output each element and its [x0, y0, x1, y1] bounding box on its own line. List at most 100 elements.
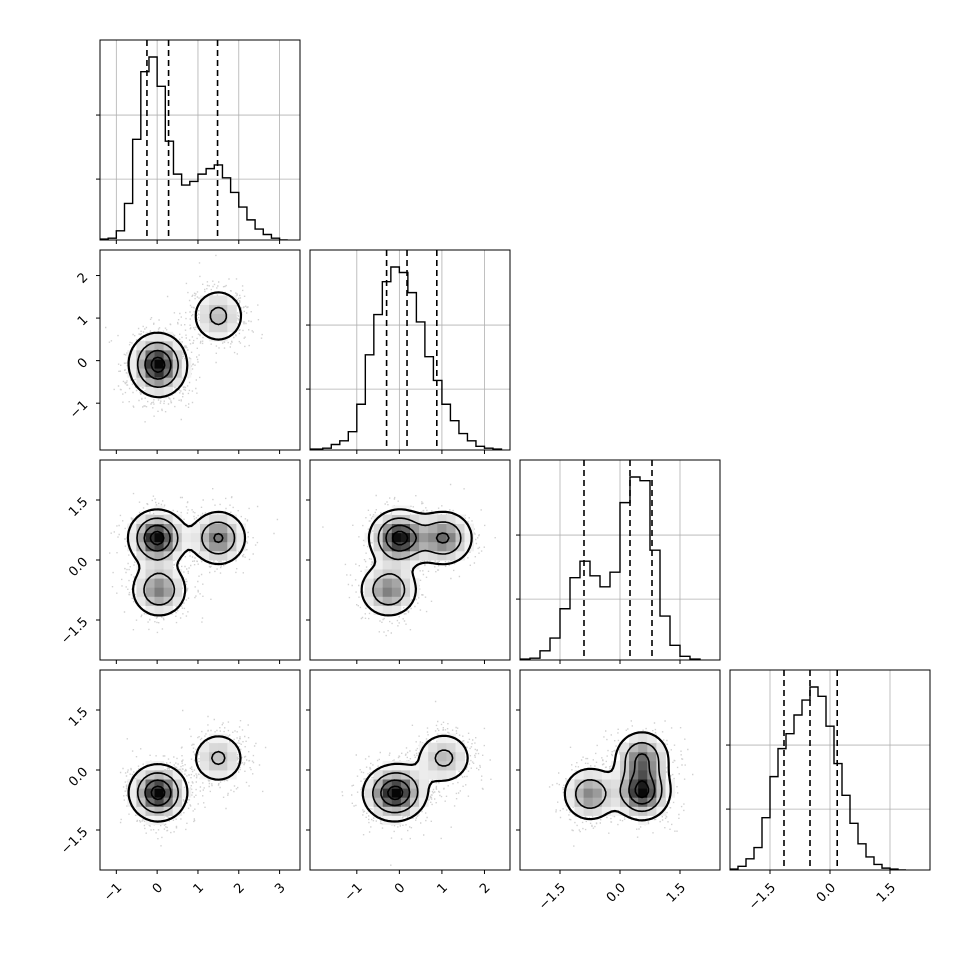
density-cell	[620, 751, 630, 762]
density-cell	[154, 550, 164, 561]
density-cell	[437, 770, 447, 780]
panel-frame	[99, 39, 301, 241]
density-cell	[154, 578, 164, 588]
density-cell	[455, 541, 465, 552]
density-cell	[410, 523, 420, 534]
density-cell	[172, 541, 183, 552]
density-cell	[638, 779, 648, 789]
panel-2-2	[516, 459, 721, 664]
density-cell	[218, 313, 228, 324]
density-cell	[629, 751, 639, 762]
density-cell	[154, 806, 164, 816]
density-cell	[145, 605, 155, 615]
density-cell	[136, 340, 146, 351]
density-cell	[145, 386, 155, 396]
x-tick-label: 1.5	[874, 880, 899, 905]
density-cell	[136, 788, 146, 798]
density-cell	[163, 514, 174, 524]
density-cell	[209, 313, 219, 324]
density-cell	[172, 569, 183, 579]
density-cell	[373, 788, 384, 798]
contour-line	[149, 530, 165, 546]
density-cell	[154, 331, 164, 342]
density-cell	[190, 523, 201, 534]
density-cell	[629, 806, 639, 816]
density-cell	[410, 806, 420, 816]
density-cell	[391, 532, 402, 543]
y-tick-label: −1.5	[58, 615, 91, 648]
density-cell	[127, 541, 137, 552]
density-cell	[410, 541, 420, 552]
contour-line	[127, 735, 242, 823]
density-cell	[437, 541, 447, 552]
density-cell	[610, 788, 621, 798]
panel-3-0: −1 0 1 2 3 −1.5 0.0 1.5	[58, 669, 301, 905]
density-cell	[437, 523, 447, 534]
density-cell	[364, 779, 374, 789]
density-cell	[565, 779, 575, 789]
density-cell	[391, 587, 402, 597]
density-cell	[154, 377, 164, 387]
density-cell	[391, 788, 402, 798]
density-cell	[154, 596, 164, 606]
contour-line	[575, 741, 663, 813]
density-cell	[136, 350, 146, 360]
density-cell	[601, 770, 612, 780]
contour-line	[143, 524, 224, 552]
density-cell	[218, 770, 228, 780]
density-cell	[419, 797, 429, 807]
density-cell	[400, 532, 411, 543]
density-cell	[227, 532, 237, 543]
x-tick-label: −1	[101, 880, 125, 904]
contour-line	[372, 749, 454, 814]
density-cell	[629, 779, 639, 789]
x-tick-label: −1.5	[746, 880, 779, 913]
scatter-points	[105, 254, 263, 423]
contour-line	[127, 291, 243, 399]
density-cell	[391, 596, 402, 606]
density-cell	[136, 523, 146, 534]
density-cell	[437, 550, 447, 561]
contour-line	[628, 753, 656, 805]
density-cell	[209, 751, 219, 762]
density-cell	[391, 605, 402, 615]
panel-0-0	[96, 39, 301, 244]
density-cell	[200, 514, 210, 524]
density-cell	[592, 806, 603, 816]
density-cell	[428, 532, 438, 543]
density-cell	[172, 350, 183, 360]
density-cell	[391, 760, 402, 771]
density-cell	[172, 779, 183, 789]
density-cell	[227, 742, 237, 753]
x-tick-label: 2	[231, 880, 247, 896]
density-cell	[410, 770, 420, 780]
density-cell	[200, 760, 210, 771]
density-cell	[373, 587, 384, 597]
density-cell	[154, 605, 164, 615]
density-cell	[145, 779, 155, 789]
density-cell	[419, 779, 429, 789]
density-cell	[154, 587, 164, 597]
density-cell	[391, 550, 402, 561]
density-cell	[610, 760, 621, 771]
density-cell	[373, 569, 384, 579]
density-cell	[446, 523, 456, 534]
density-cell	[419, 751, 429, 762]
density-cell	[610, 779, 621, 789]
x-tick-label: 1	[191, 880, 207, 896]
density-cell	[127, 797, 137, 807]
density-cell	[172, 770, 183, 780]
density-cell	[620, 779, 630, 789]
density-cell	[382, 605, 393, 615]
density-cell	[127, 350, 137, 360]
density-cell	[136, 514, 146, 524]
density-cell	[136, 560, 146, 570]
density-cell	[154, 514, 164, 524]
density-cell	[373, 560, 384, 570]
density-cell	[419, 523, 429, 534]
density-cell	[437, 532, 447, 543]
density-cell	[154, 815, 164, 825]
contour-line	[360, 508, 473, 617]
density-cell	[136, 587, 146, 597]
